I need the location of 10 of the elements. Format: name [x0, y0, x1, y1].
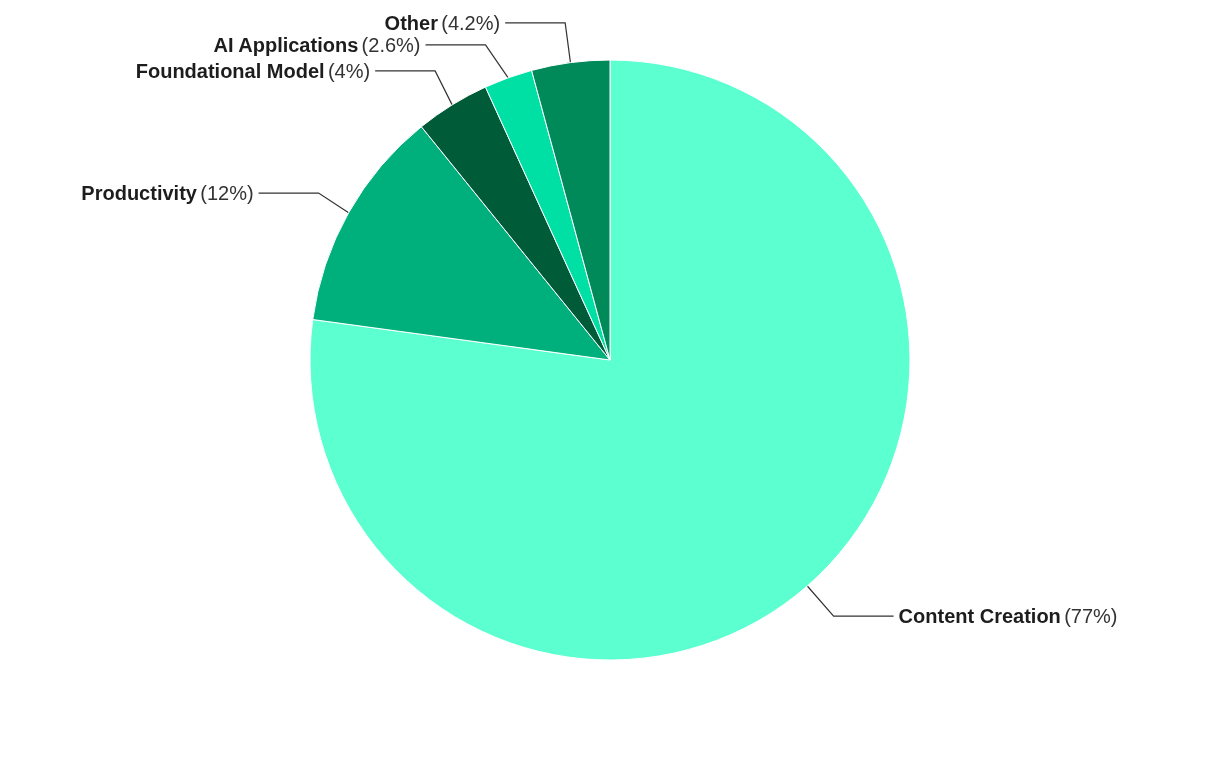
slice-label: Content Creation [898, 605, 1061, 628]
slice-label: Other [384, 11, 439, 34]
data-label: (2.6%) [361, 33, 421, 56]
slice-label: Productivity [81, 182, 198, 205]
data-label: (77%) [1064, 605, 1118, 628]
slice-label: AI Applications [213, 33, 359, 56]
data-label: (4%) [327, 59, 371, 82]
data-label: (12%) [200, 182, 254, 205]
slice-label: Foundational Model [135, 59, 325, 82]
data-label: (4.2%) [441, 11, 501, 34]
